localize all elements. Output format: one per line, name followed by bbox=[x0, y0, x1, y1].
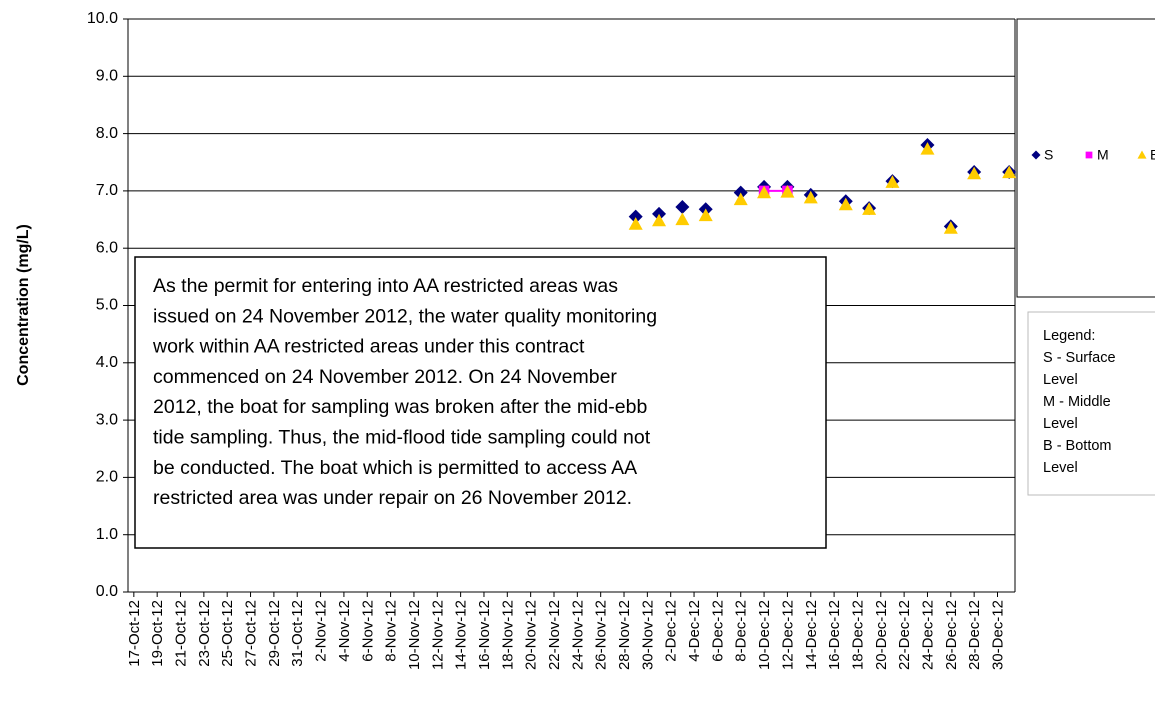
x-tick-label: 19-Oct-12 bbox=[149, 600, 166, 667]
y-axis-label: Concentration (mg/L) bbox=[15, 224, 32, 386]
marker bbox=[943, 221, 958, 234]
legend-note-line: Level bbox=[1043, 372, 1078, 388]
y-tick-label: 5.0 bbox=[96, 297, 118, 314]
x-tick-label: 25-Oct-12 bbox=[219, 600, 236, 667]
x-tick-label: 4-Nov-12 bbox=[336, 600, 353, 662]
marker bbox=[733, 192, 748, 206]
x-tick-label: 18-Dec-12 bbox=[849, 600, 866, 670]
marker bbox=[628, 209, 643, 224]
annotation-line: commenced on 24 November 2012. On 24 Nov… bbox=[153, 366, 617, 388]
annotation-line: tide sampling. Thus, the mid-flood tide … bbox=[153, 427, 651, 449]
marker bbox=[675, 212, 690, 226]
x-tick-label: 28-Nov-12 bbox=[616, 600, 633, 670]
x-tick-label: 28-Dec-12 bbox=[966, 600, 983, 670]
legend-note-line: Legend: bbox=[1043, 328, 1095, 344]
y-tick-label: 6.0 bbox=[96, 239, 118, 256]
marker bbox=[920, 142, 935, 155]
x-tick-label: 17-Oct-12 bbox=[126, 600, 143, 667]
x-tick-label: 26-Nov-12 bbox=[593, 600, 610, 670]
marker bbox=[1137, 150, 1147, 159]
y-tick-label: 0.0 bbox=[96, 583, 118, 600]
x-tick-label: 2-Nov-12 bbox=[313, 600, 330, 662]
y-tick-label: 3.0 bbox=[96, 411, 118, 428]
x-tick-label: 30-Dec-12 bbox=[989, 600, 1006, 670]
x-tick-label: 20-Dec-12 bbox=[873, 600, 890, 670]
marker bbox=[1031, 150, 1041, 160]
annotation-line: be conducted. The boat which is permitte… bbox=[153, 457, 637, 479]
legend-label: B bbox=[1150, 147, 1155, 163]
marker bbox=[757, 185, 772, 199]
x-tick-label: 4-Dec-12 bbox=[686, 600, 703, 662]
annotation-line: restricted area was under repair on 26 N… bbox=[153, 487, 632, 509]
marker bbox=[803, 190, 818, 204]
x-tick-label: 14-Dec-12 bbox=[803, 600, 820, 670]
x-tick-label: 6-Dec-12 bbox=[709, 600, 726, 662]
x-tick-label: 20-Nov-12 bbox=[523, 600, 540, 670]
x-tick-label: 8-Nov-12 bbox=[383, 600, 400, 662]
marker bbox=[780, 185, 795, 198]
annotation-line: work within AA restricted areas under th… bbox=[152, 336, 585, 358]
y-tick-label: 4.0 bbox=[96, 354, 118, 371]
x-tick-label: 22-Nov-12 bbox=[546, 600, 563, 670]
annotation-box bbox=[134, 256, 827, 549]
y-tick-label: 10.0 bbox=[87, 10, 118, 27]
x-tick-label: 18-Nov-12 bbox=[499, 600, 516, 670]
annotation-line: As the permit for entering into AA restr… bbox=[153, 275, 618, 297]
legend-note-line: Level bbox=[1043, 460, 1078, 476]
marker bbox=[698, 208, 713, 222]
y-tick-label: 1.0 bbox=[96, 526, 118, 543]
x-tick-label: 6-Nov-12 bbox=[359, 600, 376, 662]
marker bbox=[862, 202, 877, 215]
legend-note-line: B - Bottom bbox=[1043, 438, 1112, 454]
y-tick-label: 2.0 bbox=[96, 469, 118, 486]
x-tick-label: 12-Nov-12 bbox=[429, 600, 446, 670]
x-tick-label: 22-Dec-12 bbox=[896, 600, 913, 670]
x-tick-label: 30-Nov-12 bbox=[639, 600, 656, 670]
x-tick-label: 14-Nov-12 bbox=[453, 600, 470, 670]
marker bbox=[838, 197, 853, 211]
marker bbox=[675, 199, 690, 214]
marker bbox=[628, 217, 643, 230]
legend-note-line: Level bbox=[1043, 416, 1078, 432]
x-tick-label: 31-Oct-12 bbox=[289, 600, 306, 667]
y-tick-label: 8.0 bbox=[96, 125, 118, 142]
marker bbox=[885, 175, 900, 188]
x-tick-label: 8-Dec-12 bbox=[733, 600, 750, 662]
x-tick-label: 27-Oct-12 bbox=[243, 600, 260, 667]
x-tick-label: 21-Oct-12 bbox=[173, 600, 190, 667]
annotation-line: 2012, the boat for sampling was broken a… bbox=[153, 396, 647, 418]
marker bbox=[652, 213, 667, 227]
x-tick-label: 29-Oct-12 bbox=[266, 600, 283, 667]
x-tick-label: 10-Nov-12 bbox=[406, 600, 423, 670]
legend-label: S bbox=[1044, 147, 1053, 163]
x-tick-label: 16-Dec-12 bbox=[826, 600, 843, 670]
annotation-line: issued on 24 November 2012, the water qu… bbox=[153, 305, 657, 327]
x-tick-label: 12-Dec-12 bbox=[779, 600, 796, 670]
legend-label: M bbox=[1097, 147, 1109, 163]
marker bbox=[967, 166, 982, 180]
marker bbox=[1085, 151, 1093, 159]
x-tick-label: 23-Oct-12 bbox=[196, 600, 213, 667]
legend-note-line: S - Surface bbox=[1043, 350, 1116, 366]
x-tick-label: 2-Dec-12 bbox=[663, 600, 680, 662]
y-tick-label: 7.0 bbox=[96, 182, 118, 199]
x-tick-label: 10-Dec-12 bbox=[756, 600, 773, 670]
y-tick-label: 9.0 bbox=[96, 68, 118, 85]
x-tick-label: 24-Dec-12 bbox=[919, 600, 936, 670]
x-tick-label: 16-Nov-12 bbox=[476, 600, 493, 670]
marker bbox=[1002, 165, 1017, 179]
legend-note-box bbox=[1027, 311, 1155, 496]
legend-note-line: M - Middle bbox=[1043, 394, 1111, 410]
x-tick-label: 26-Dec-12 bbox=[943, 600, 960, 670]
x-tick-label: 24-Nov-12 bbox=[569, 600, 586, 670]
